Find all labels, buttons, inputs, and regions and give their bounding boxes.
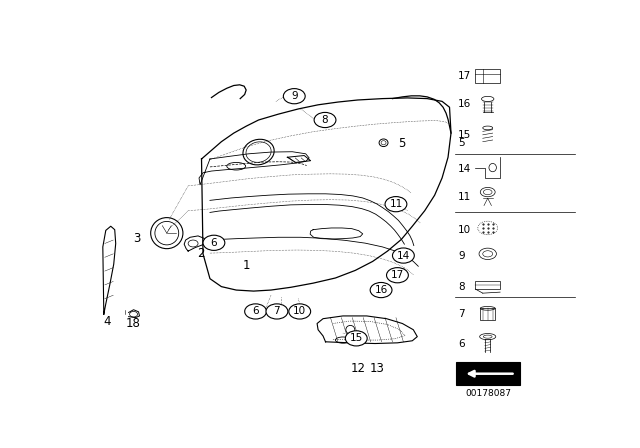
Text: 6: 6 [252, 306, 259, 316]
Text: 6: 6 [458, 339, 465, 349]
Text: 17: 17 [391, 270, 404, 280]
Circle shape [289, 304, 310, 319]
Text: 9: 9 [291, 91, 298, 101]
Circle shape [392, 248, 414, 263]
Text: 18: 18 [126, 317, 141, 330]
Text: 16: 16 [374, 285, 388, 295]
Text: 1: 1 [243, 259, 250, 272]
Text: 15: 15 [349, 333, 363, 343]
Text: 2: 2 [196, 247, 204, 260]
Text: 3: 3 [133, 232, 141, 245]
Circle shape [314, 112, 336, 128]
Text: 10: 10 [458, 225, 471, 235]
Text: 16: 16 [458, 99, 471, 109]
Circle shape [346, 331, 367, 346]
Text: 5: 5 [458, 138, 465, 148]
Text: 11: 11 [458, 192, 471, 202]
Polygon shape [456, 362, 520, 385]
Text: 10: 10 [293, 306, 307, 316]
Text: 9: 9 [458, 250, 465, 261]
Circle shape [387, 267, 408, 283]
Text: 8: 8 [458, 282, 465, 292]
Text: 13: 13 [370, 362, 385, 375]
Circle shape [284, 89, 305, 104]
Text: 5: 5 [397, 137, 405, 150]
Text: 14: 14 [397, 250, 410, 261]
Text: 14: 14 [458, 164, 471, 174]
Text: 8: 8 [322, 115, 328, 125]
Text: 17: 17 [458, 71, 471, 81]
Circle shape [266, 304, 288, 319]
Text: 15: 15 [458, 130, 471, 140]
Circle shape [370, 283, 392, 297]
Text: 4: 4 [103, 314, 111, 327]
Text: 7: 7 [273, 306, 280, 316]
Circle shape [203, 235, 225, 250]
Text: 00178087: 00178087 [465, 389, 511, 398]
Text: 7: 7 [458, 309, 465, 319]
Text: 11: 11 [389, 199, 403, 209]
Text: 12: 12 [351, 362, 365, 375]
Circle shape [385, 197, 407, 212]
Text: 6: 6 [211, 238, 217, 248]
Circle shape [244, 304, 266, 319]
